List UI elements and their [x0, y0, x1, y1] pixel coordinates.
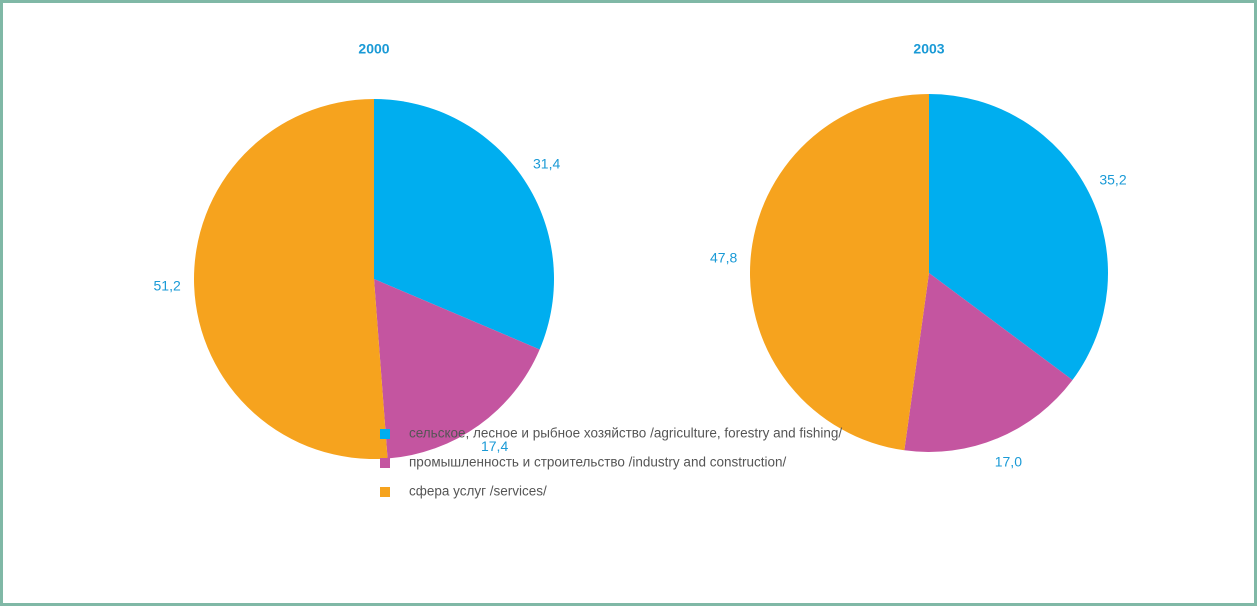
chart-title: 2000	[358, 41, 389, 57]
pie-slice	[904, 273, 1073, 452]
legend-swatch	[380, 487, 390, 497]
data-label: 51,2	[154, 278, 181, 294]
chart-title: 2003	[913, 41, 944, 57]
pie-slice	[194, 99, 388, 459]
legend-swatch	[380, 429, 390, 439]
data-label: 17,0	[995, 454, 1022, 470]
pie-slice	[374, 99, 554, 350]
data-label: 35,2	[1099, 171, 1126, 187]
data-label: 17,4	[481, 438, 508, 454]
pie-slice	[929, 94, 1108, 381]
legend-label: сельское, лесное и рыбное хозяйство /agr…	[409, 426, 842, 441]
data-label: 47,8	[710, 249, 737, 265]
data-label: 31,4	[533, 156, 560, 172]
legend-swatch	[380, 458, 390, 468]
pie-slice	[749, 94, 929, 451]
pie-slice	[374, 279, 540, 459]
legend-label: сфера услуг /services/	[409, 484, 547, 499]
legend-label: промышленность и строительство /industry…	[409, 455, 786, 470]
